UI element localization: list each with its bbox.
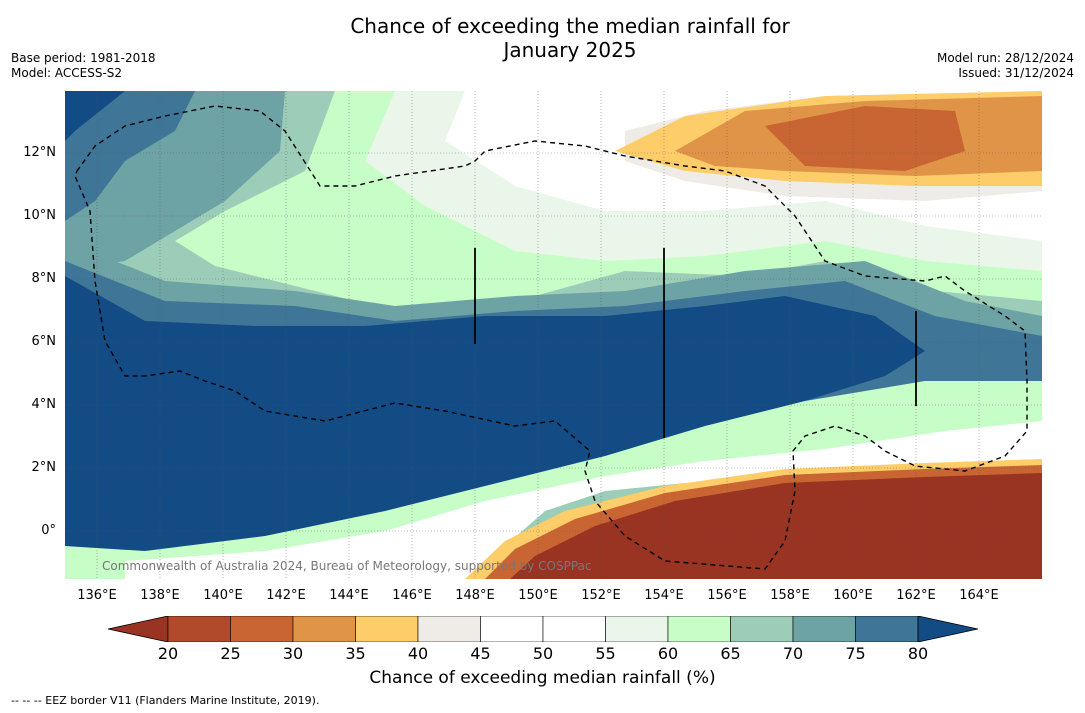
lat-label-8n: 8°N xyxy=(31,271,57,286)
colorbar-cell xyxy=(480,616,544,642)
lon-label-140e: 140°E xyxy=(203,588,243,603)
band-center-navy xyxy=(65,276,925,553)
lon-label-158e: 158°E xyxy=(770,588,810,603)
colorbar-label: 30 xyxy=(282,644,304,663)
rainfall-map xyxy=(65,91,1042,579)
lat-label-4n: 4°N xyxy=(31,397,57,412)
lat-label-10n: 10°N xyxy=(23,208,56,223)
islands xyxy=(474,248,917,438)
lon-label-162e: 162°E xyxy=(896,588,936,603)
colorbar-label: 60 xyxy=(657,644,679,663)
colorbar-title: Chance of exceeding median rainfall (%) xyxy=(369,668,716,688)
colorbar-cell xyxy=(417,616,481,642)
title-line-1: Chance of exceeding the median rainfall … xyxy=(350,14,790,38)
colorbar-label: 35 xyxy=(345,644,366,663)
band-south-white xyxy=(125,421,1042,579)
eez-border xyxy=(74,105,1028,570)
issued-date: Issued: 31/12/2024 xyxy=(958,66,1074,80)
lon-label-146e: 146°E xyxy=(392,588,432,603)
colorbar-end-low xyxy=(108,616,169,642)
lon-label-154e: 154°E xyxy=(644,588,684,603)
colorbar-label: 50 xyxy=(532,644,554,663)
lon-label-144e: 144°E xyxy=(329,588,369,603)
title-line-2: January 2025 xyxy=(503,38,637,62)
band-north-darkorange xyxy=(765,106,965,171)
colorbar-cell xyxy=(855,616,919,642)
lon-label-148e: 148°E xyxy=(455,588,495,603)
model-name: Model: ACCESS-S2 xyxy=(11,66,123,80)
map-title: Chance of exceeding the median rainfall … xyxy=(0,14,1085,62)
lat-label-2n: 2°N xyxy=(31,460,57,475)
map-gridlines xyxy=(65,91,1042,579)
colorbar-cell xyxy=(667,616,731,642)
colorbar-label: 20 xyxy=(157,644,179,663)
colorbar-end-high xyxy=(917,616,978,642)
colorbar-cells xyxy=(108,616,978,642)
lon-label-164e: 164°E xyxy=(959,588,999,603)
lon-label-150e: 150°E xyxy=(518,588,558,603)
model-run: Model run: 28/12/2024 xyxy=(936,51,1074,65)
colorbar-cell xyxy=(167,616,231,642)
lon-label-160e: 160°E xyxy=(833,588,873,603)
colorbar-cell xyxy=(542,616,606,642)
meta-left: Base period: 1981-2018 Model: ACCESS-S2 xyxy=(11,51,156,81)
colorbar-label: 25 xyxy=(220,644,241,663)
colorbar-cell xyxy=(792,616,856,642)
band-south-brown xyxy=(510,473,1042,579)
lon-label-156e: 156°E xyxy=(707,588,747,603)
lat-label-6n: 6°N xyxy=(31,334,57,349)
lat-label-12n: 12°N xyxy=(23,145,56,160)
band-northwest-dark xyxy=(65,91,195,221)
colorbar xyxy=(108,616,978,642)
colorbar-label: 55 xyxy=(595,644,616,663)
band-northwest-navy xyxy=(65,91,125,141)
lon-label-142e: 142°E xyxy=(266,588,306,603)
colorbar-label: 45 xyxy=(470,644,491,663)
colorbar-label: 40 xyxy=(407,644,429,663)
meta-right: Model run: 28/12/2024 Issued: 31/12/2024 xyxy=(937,51,1074,81)
lon-label-138e: 138°E xyxy=(140,588,180,603)
colorbar-cell xyxy=(355,616,419,642)
colorbar-cell xyxy=(230,616,294,642)
colorbar-cell xyxy=(292,616,356,642)
lon-label-152e: 152°E xyxy=(581,588,621,603)
map-credit: Commonwealth of Australia 2024, Bureau o… xyxy=(102,559,592,573)
colorbar-label: 80 xyxy=(907,644,929,663)
lon-label-136e: 136°E xyxy=(77,588,117,603)
colorbar-cell xyxy=(605,616,669,642)
colorbar-cell xyxy=(730,616,794,642)
colorbar-label: 75 xyxy=(845,644,866,663)
base-period: Base period: 1981-2018 xyxy=(11,51,156,65)
band-south-green xyxy=(65,381,1042,579)
colorbar-label: 70 xyxy=(782,644,804,663)
eez-footnote: -- -- -- EEZ border V11 (Flanders Marine… xyxy=(11,694,320,707)
lat-label-0: 0° xyxy=(41,523,56,538)
colorbar-label: 65 xyxy=(720,644,741,663)
